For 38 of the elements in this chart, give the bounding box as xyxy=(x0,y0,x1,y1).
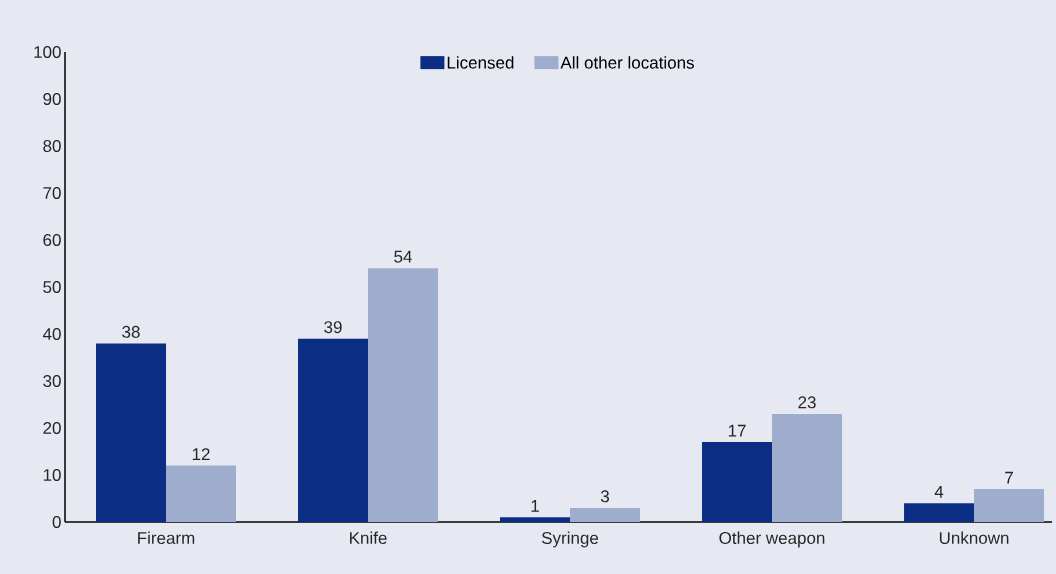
y-tick-label: 70 xyxy=(43,186,61,200)
legend-label: Licensed xyxy=(447,56,514,69)
y-tick-label: 50 xyxy=(43,280,61,294)
legend-label: All other locations xyxy=(560,56,694,69)
y-tick-label: 40 xyxy=(42,327,61,341)
bar xyxy=(96,343,167,522)
data-label: 38 xyxy=(122,325,140,338)
bar xyxy=(166,465,237,522)
x-tick-label: Other weapon xyxy=(719,531,825,548)
y-tick-label: 60 xyxy=(43,233,61,247)
x-tick-label: Knife xyxy=(350,531,387,545)
x-tick-label: Unknown xyxy=(939,531,1009,545)
data-label: 1 xyxy=(531,500,539,512)
y-tick-label: 80 xyxy=(43,139,61,153)
data-label: 54 xyxy=(394,250,412,263)
bar xyxy=(974,489,1045,522)
bar xyxy=(904,503,975,522)
data-label: 23 xyxy=(798,396,816,409)
bar xyxy=(702,442,773,522)
y-tick-label: 20 xyxy=(43,421,61,435)
data-label: 4 xyxy=(934,485,944,498)
y-tick-label: 0 xyxy=(52,515,61,529)
bar xyxy=(500,517,571,522)
bar xyxy=(772,413,843,522)
y-tick-label: 10 xyxy=(43,468,61,482)
data-label: 39 xyxy=(324,321,342,334)
x-tick-label: Syringe xyxy=(541,531,599,548)
y-tick-label: 100 xyxy=(34,45,61,59)
y-tick-label: 90 xyxy=(43,92,61,106)
bar xyxy=(570,507,641,522)
data-label: 7 xyxy=(1005,471,1013,484)
data-label: 3 xyxy=(600,490,609,503)
y-tick-label: 30 xyxy=(43,374,61,388)
bar xyxy=(298,338,369,522)
data-label: 17 xyxy=(728,424,746,437)
x-tick-label: Firearm xyxy=(138,531,195,545)
data-label: 12 xyxy=(192,448,210,461)
bar xyxy=(368,268,439,522)
